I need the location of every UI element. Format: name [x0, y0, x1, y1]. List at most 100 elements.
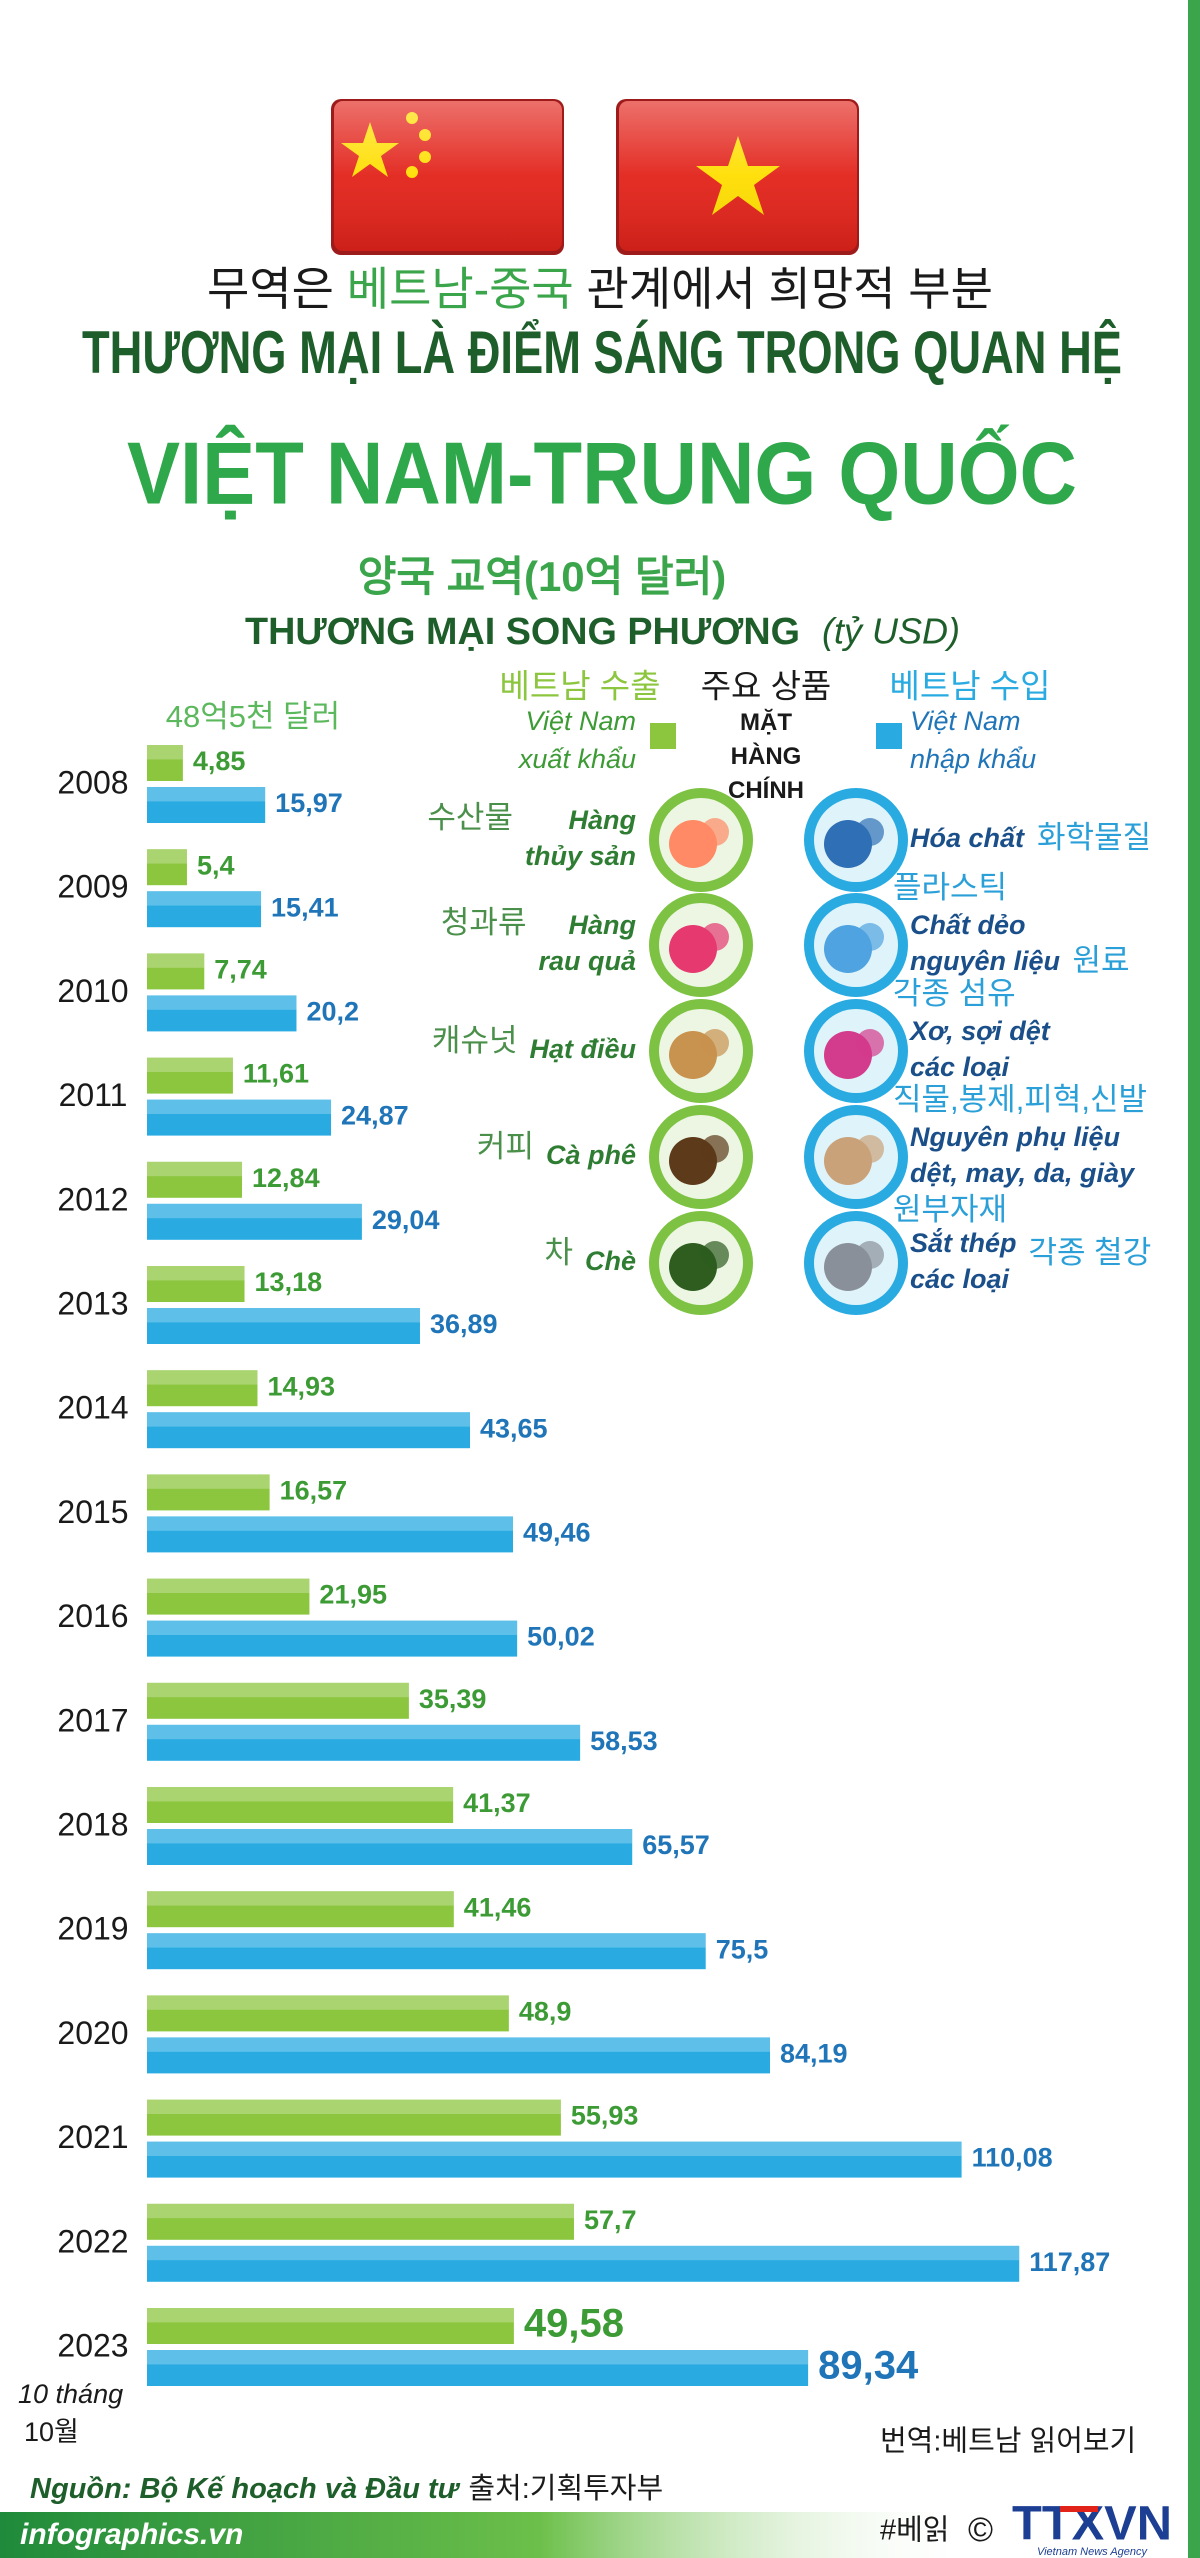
- bar: [147, 1370, 258, 1407]
- product-item: Hàng rau quả: [538, 910, 636, 976]
- bar-highlight: [147, 2245, 1020, 2261]
- product-name: Chất dẻo: [910, 910, 1026, 940]
- bar: [147, 1474, 270, 1511]
- value-label: 16,57: [280, 1476, 348, 1506]
- bar-highlight: [147, 1099, 332, 1114]
- value-label: 5,4: [197, 850, 235, 880]
- bar-chart: 2008 4,85 15,97 2009 5,4 15,41 2010 7,74 20,2 201…: [18, 745, 1110, 2447]
- bar-highlight: [147, 1370, 258, 1385]
- product-labels: Hàng thủy sản 수산물 Hàng rau quả 청과류 Hạt điều 캐슈넛…: [427, 800, 1151, 1294]
- year-label: 2013: [57, 1285, 128, 1321]
- icon-object: [701, 923, 729, 951]
- bar-highlight: [147, 995, 297, 1010]
- value-label: 58,53: [590, 1726, 658, 1756]
- year-label: 2008: [57, 764, 128, 800]
- bar-highlight: [147, 1203, 362, 1219]
- value-label: 89,34: [818, 2344, 919, 2388]
- hashtag: #베읽: [880, 2514, 950, 2547]
- product-item: Hàng thủy sản: [525, 805, 637, 871]
- bar: [147, 2099, 561, 2136]
- product-name: các loại: [910, 1052, 1010, 1082]
- year-label: 2020: [57, 2015, 128, 2051]
- source-vi: Nguồn: Bộ Kế hoạch và Đầu tư: [30, 2473, 461, 2505]
- value-label: 65,57: [642, 1830, 710, 1860]
- website: infographics.vn: [20, 2518, 243, 2551]
- bar-highlight: [147, 1787, 454, 1802]
- bar-highlight: [147, 1724, 581, 1740]
- bar-highlight: [147, 953, 205, 968]
- footer-band: [0, 2512, 980, 2558]
- bar-highlight: [147, 1995, 509, 2010]
- product-korean: 화학물질: [1037, 820, 1151, 855]
- icon-object: [701, 1241, 729, 1269]
- legend-name: Việt Nam xuất khẩu: [518, 706, 636, 774]
- product-korean: 플라스틱: [893, 870, 1007, 905]
- value-label: 11,61: [243, 1059, 309, 1089]
- bar: [147, 1787, 454, 1823]
- copyright: ©: [968, 2511, 993, 2549]
- bar-highlight: [147, 891, 262, 906]
- headline-part: 무역은: [207, 263, 347, 315]
- value-label: 21,95: [319, 1580, 387, 1610]
- product-name: Chè: [585, 1246, 636, 1276]
- legend-korean: 베트남 수입: [890, 668, 1051, 705]
- bar: [147, 1995, 509, 2032]
- bar: [147, 1161, 243, 1198]
- product-name: thủy sản: [525, 841, 636, 871]
- product-item: Nguyên phụ liệu dệt, may, da, giày: [910, 1122, 1136, 1188]
- bar: [147, 2350, 809, 2386]
- bar: [147, 849, 187, 886]
- chart-unit: (tỷ USD): [822, 611, 960, 652]
- bar: [147, 995, 297, 1032]
- bar: [147, 1891, 454, 1928]
- product-korean: 각종 철강: [1029, 1235, 1152, 1270]
- title-line-2: VIỆT NAM-TRUNG QUỐC: [127, 423, 1077, 522]
- frame-edge: [1188, 0, 1200, 2558]
- value-label: 41,37: [463, 1788, 531, 1818]
- bar: [147, 2245, 1020, 2282]
- bar: [147, 1933, 706, 1970]
- product-name: Hóa chất: [910, 823, 1025, 853]
- bar-highlight: [147, 2203, 574, 2219]
- bar-highlight: [147, 1412, 471, 1427]
- value-label: 117,87: [1029, 2247, 1110, 2277]
- bar: [147, 1724, 581, 1761]
- bar: [147, 1829, 633, 1865]
- product-korean: 청과류: [441, 905, 527, 940]
- product-name: Nguyên phụ liệu: [910, 1122, 1121, 1152]
- bar: [147, 953, 205, 990]
- legend-name: Việt Nam nhập khẩu: [910, 706, 1037, 774]
- bar-highlight: [147, 787, 266, 802]
- bar-highlight: [147, 2350, 809, 2365]
- year-label: 2011: [59, 1077, 128, 1113]
- translation-credit: 번역:베트남 읽어보기: [880, 2425, 1136, 2458]
- bar: [147, 2203, 574, 2240]
- bar: [147, 745, 183, 781]
- korean-headline: 무역은 베트남-중국 관계에서 희망적 부분: [207, 263, 993, 315]
- products-title: MẶT HÀNG CHÍNH: [728, 709, 804, 804]
- year-label: 2023: [57, 2327, 128, 2363]
- bar: [147, 2141, 962, 2178]
- value-label: 14,93: [267, 1371, 335, 1401]
- value-label: 15,97: [275, 788, 343, 818]
- flag-vietnam: [616, 99, 859, 255]
- product-name: Cà phê: [546, 1140, 636, 1170]
- year-label: 2010: [57, 973, 128, 1009]
- bar: [147, 1266, 245, 1302]
- value-label: 29,04: [372, 1205, 440, 1235]
- value-label: 24,87: [341, 1101, 409, 1131]
- icon-object: [856, 818, 884, 846]
- bar: [147, 891, 262, 928]
- product-korean: 수산물: [427, 800, 513, 835]
- icon-object: [856, 1241, 884, 1269]
- value-label: 35,39: [419, 1684, 487, 1714]
- value-label: 49,46: [523, 1518, 591, 1548]
- bar-highlight: [147, 1474, 270, 1489]
- chart-title: 양국 교역(10억 달러): [358, 553, 727, 600]
- bar: [147, 2037, 771, 2074]
- bar: [147, 1057, 233, 1094]
- product-korean: 원료: [1073, 943, 1130, 978]
- headline-highlight: 베트남-중국: [347, 263, 574, 315]
